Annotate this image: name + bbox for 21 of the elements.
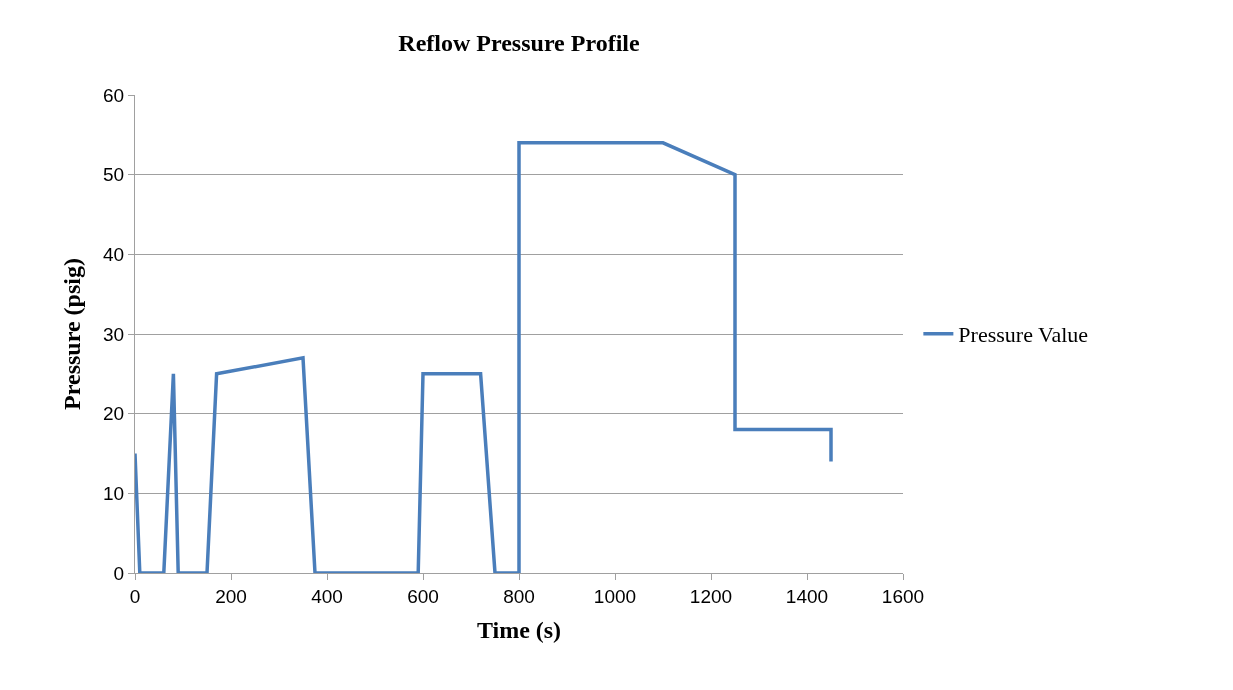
line-series bbox=[135, 141, 833, 573]
y-tick-label: 10 bbox=[103, 482, 125, 504]
x-tick-label: 1400 bbox=[785, 585, 829, 607]
x-tick-label: 400 bbox=[311, 585, 343, 607]
y-axis-title: Pressure (psig) bbox=[59, 258, 86, 410]
y-tick-label: 0 bbox=[113, 562, 125, 584]
x-tick-label: 0 bbox=[129, 585, 141, 607]
chart-title: Reflow Pressure Profile bbox=[398, 30, 640, 57]
y-tick-label: 40 bbox=[103, 243, 125, 265]
y-tick-label: 20 bbox=[103, 403, 125, 425]
x-tick-label: 800 bbox=[503, 585, 535, 607]
y-tick-label: 50 bbox=[103, 164, 125, 186]
y-tick-label: 60 bbox=[103, 84, 125, 106]
x-axis-title: Time (s) bbox=[476, 617, 562, 644]
x-tick-label: 1000 bbox=[593, 585, 637, 607]
x-tick-label: 1200 bbox=[689, 585, 733, 607]
x-tick-label: 200 bbox=[215, 585, 247, 607]
y-tick-label: 30 bbox=[103, 323, 125, 345]
x-tick-label: 600 bbox=[407, 585, 439, 607]
x-tick-label: 1600 bbox=[881, 585, 925, 607]
legend-label: Pressure Value bbox=[958, 322, 1089, 348]
